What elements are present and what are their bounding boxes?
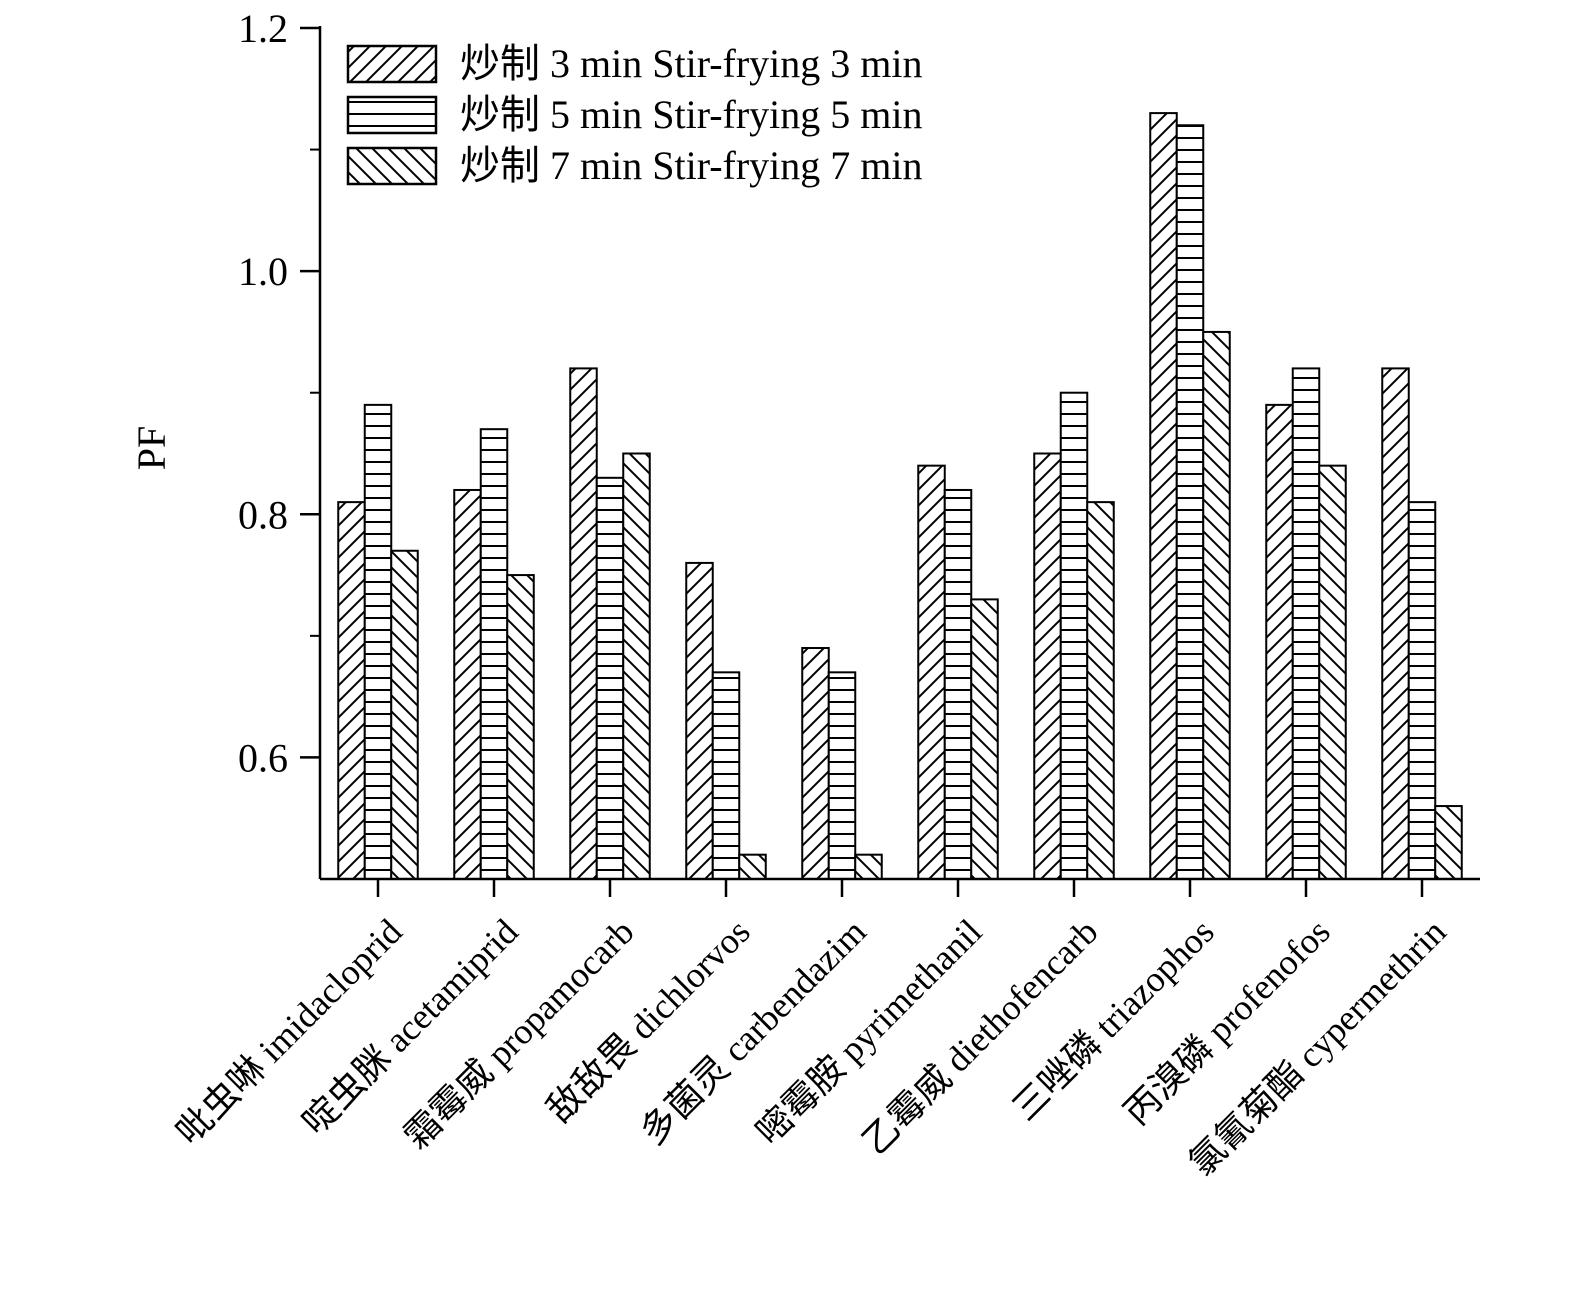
legend-swatch-1	[346, 44, 438, 84]
bar-4-series-1	[685, 561, 714, 881]
x-tick-label-6: 嘧霉胺 pyrimethanil	[749, 911, 990, 1152]
bar-7-series-2	[1059, 391, 1089, 880]
legend-label-1: 炒制 3 min Stir-frying 3 min	[460, 41, 923, 86]
bar-2-series-3	[506, 574, 535, 880]
bar-8-series-3	[1202, 330, 1231, 880]
x-tick-label-1: 吡虫啉 imidacloprid	[169, 911, 410, 1152]
bar-1-series-2	[363, 403, 393, 880]
bar-6-series-3	[970, 598, 999, 881]
bar-4-series-3	[738, 853, 767, 881]
x-tick-label-4: 敌敌畏 dichlorvos	[539, 911, 757, 1129]
bar-3-series-1	[569, 367, 598, 880]
bar-7-series-3	[1086, 501, 1115, 880]
bar-9-series-1	[1265, 403, 1294, 880]
x-tick-label-8: 三唑磷 triazophos	[1005, 911, 1222, 1128]
legend-swatch-2	[346, 95, 438, 135]
x-tick-label-9: 丙溴磷 profenofos	[1116, 911, 1337, 1132]
bar-1-series-3	[390, 549, 419, 880]
bar-10-series-1	[1381, 367, 1410, 880]
y-tick-label-2: 0.8	[238, 492, 288, 537]
bar-1-series-1	[337, 501, 366, 880]
y-tick-label-1: 0.6	[238, 735, 288, 780]
x-tick-label-2: 啶虫脒 acetamiprid	[294, 911, 525, 1142]
bar-2-series-1	[453, 488, 482, 880]
bar-3-series-3	[622, 452, 651, 880]
axes-layer: 0.6 0.8 1.0 1.2	[238, 6, 1480, 897]
legend-label-3: 炒制 7 min Stir-frying 7 min	[460, 143, 923, 188]
bars-layer	[337, 112, 1463, 881]
bar-5-series-2	[827, 671, 857, 880]
x-tick-label-3: 霜霉威 propamocarb	[396, 911, 641, 1156]
bar-3-series-2	[595, 476, 625, 880]
bar-8-series-2	[1175, 124, 1205, 880]
bar-6-series-1	[917, 464, 946, 880]
bar-10-series-3	[1434, 805, 1463, 880]
legend-swatch-3	[346, 146, 438, 186]
legend: 炒制 3 min Stir-frying 3 min 炒制 5 min Stir-…	[346, 41, 923, 188]
legend-label-2: 炒制 5 min Stir-frying 5 min	[460, 92, 923, 137]
bar-5-series-1	[801, 647, 830, 880]
x-tick-label-5: 多菌灵 carbendazim	[633, 911, 874, 1152]
bar-7-series-1	[1033, 452, 1062, 880]
y-tick-label-4: 1.2	[238, 6, 288, 51]
bar-9-series-3	[1318, 464, 1347, 880]
bar-10-series-2	[1407, 501, 1437, 880]
bar-9-series-2	[1291, 367, 1321, 880]
bar-2-series-2	[479, 428, 509, 880]
bar-4-series-2	[711, 671, 741, 880]
bar-6-series-2	[943, 488, 973, 880]
bar-8-series-1	[1149, 112, 1178, 881]
y-tick-label-3: 1.0	[238, 249, 288, 294]
y-axis-title: PF	[129, 426, 174, 471]
bar-5-series-3	[854, 853, 883, 881]
